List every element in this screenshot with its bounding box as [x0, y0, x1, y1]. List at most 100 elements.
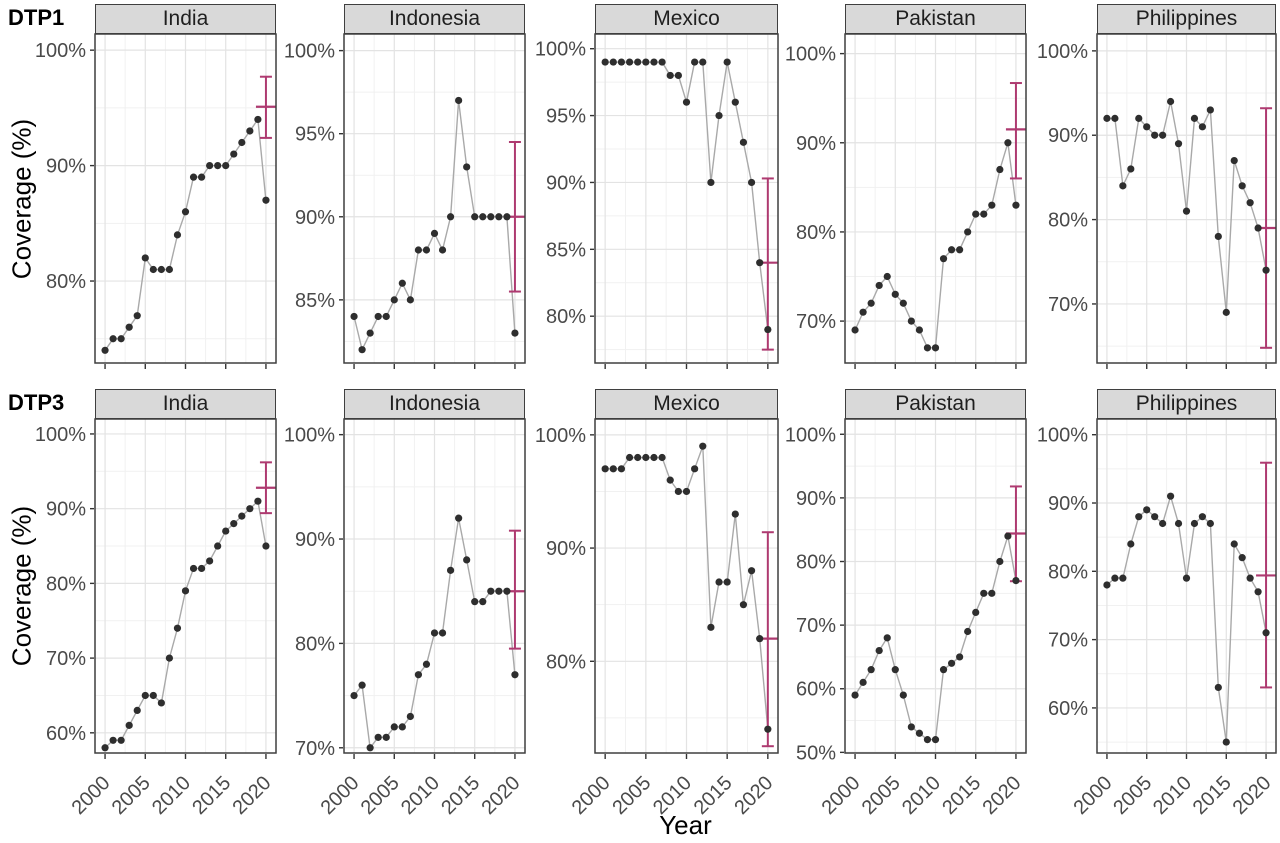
facet-title: Pakistan: [895, 392, 976, 415]
y-tick-label: 80%: [295, 633, 335, 655]
x-tick-label: 2020: [730, 772, 777, 819]
gridlines: [845, 419, 1026, 753]
y-tick-label: 90%: [546, 538, 586, 560]
data-points: [101, 115, 270, 354]
y-tick-label: 90%: [295, 529, 335, 551]
row-label-dtp1: DTP1: [8, 5, 65, 30]
facet-dtp1-indonesia: 100% 95% 90% 85%: [284, 33, 526, 369]
gridlines: [344, 419, 525, 753]
facet-header-pakistan: Pakistan: [845, 4, 1026, 34]
facet-header-pakistan: Pakistan: [845, 389, 1026, 419]
y-axis-ticks: 100% 90% 80% 70% 60% 50%: [785, 424, 844, 764]
y-tick-label: 100%: [785, 424, 836, 446]
gridlines: [1097, 419, 1276, 753]
y-tick-label: 90%: [796, 133, 836, 155]
facet-title: India: [162, 392, 209, 415]
panel-border: [343, 418, 526, 754]
x-axis-ticks: [604, 364, 769, 369]
panel-border: [343, 33, 526, 364]
y-tick-label: 100%: [785, 44, 836, 66]
facet-dtp1-mexico: 100% 95% 90% 85% 80%: [535, 33, 779, 369]
panel-border: [1096, 418, 1277, 754]
panel-border: [94, 33, 277, 364]
gridlines: [595, 34, 778, 363]
facet-header-mexico: Mexico: [595, 4, 778, 34]
x-tick-label: 2000: [68, 772, 115, 819]
gridlines: [845, 34, 1026, 363]
y-tick-label: 80%: [46, 271, 86, 293]
y-axis-ticks: 100% 90% 80%: [535, 425, 594, 673]
y-tick-label: 100%: [35, 40, 86, 62]
data-points: [101, 497, 270, 752]
facet-title: India: [162, 7, 209, 30]
x-axis-ticks: [104, 364, 267, 369]
facet-title: Indonesia: [388, 7, 481, 30]
x-axis-ticks: [353, 364, 516, 369]
facet-header-indonesia: Indonesia: [344, 389, 525, 419]
data-points: [350, 96, 519, 354]
facet-dtp1-philippines: 100% 90% 80% 70%: [1037, 33, 1277, 369]
x-tick-label: 2015: [437, 772, 484, 819]
x-tick-label: 2000: [1069, 772, 1116, 819]
facet-header-philippines: Philippines: [1097, 389, 1276, 419]
y-tick-label: 100%: [284, 425, 335, 447]
x-tick-label: 2015: [188, 772, 235, 819]
x-tick-label: 2020: [477, 772, 524, 819]
facet-header-mexico: Mexico: [595, 389, 778, 419]
panel-border: [94, 418, 277, 754]
y-axis-ticks: 100% 95% 90% 85% 80%: [535, 39, 594, 328]
x-tick-label: 2005: [608, 772, 655, 819]
x-tick-label: 2020: [1229, 772, 1276, 819]
y-tick-label: 90%: [1048, 493, 1088, 515]
y-axis-ticks: 100% 90% 80% 70% 60%: [1037, 425, 1096, 720]
facet-title: Indonesia: [388, 392, 481, 415]
y-tick-label: 100%: [1037, 41, 1088, 63]
x-tick-label: 2000: [568, 772, 615, 819]
y-axis-ticks: 100% 90% 80% 70%: [785, 44, 844, 333]
y-axis-ticks: 100% 90% 80% 70%: [1037, 41, 1096, 316]
y-tick-label: 70%: [295, 738, 335, 760]
facet-title: Mexico: [653, 392, 720, 415]
x-tick-label: 2015: [938, 772, 985, 819]
y-axis-ticks: 100% 90% 80% 70% 60%: [35, 424, 94, 745]
data-points: [601, 442, 772, 733]
panel-border: [844, 33, 1027, 364]
y-tick-label: 85%: [295, 290, 335, 312]
data-points: [601, 58, 772, 334]
y-tick-label: 90%: [1048, 125, 1088, 147]
y-tick-label: 70%: [1048, 630, 1088, 652]
x-tick-label: 2010: [397, 772, 444, 819]
x-tick-label: 2015: [690, 772, 737, 819]
y-tick-label: 80%: [546, 651, 586, 673]
gridlines: [95, 419, 276, 753]
y-tick-label: 100%: [535, 425, 586, 447]
facet-title: Philippines: [1135, 392, 1238, 415]
y-axis-ticks: 100% 90% 80%: [35, 40, 94, 293]
error-bar: [255, 75, 276, 139]
facet-header-philippines: Philippines: [1097, 4, 1276, 34]
x-axis-ticks: [854, 364, 1017, 369]
facet-title: Mexico: [653, 7, 720, 30]
y-tick-label: 90%: [295, 207, 335, 229]
panel-border: [1096, 33, 1277, 364]
y-tick-label: 85%: [546, 239, 586, 261]
y-tick-label: 60%: [46, 723, 86, 745]
data-points: [1103, 97, 1270, 316]
y-tick-label: 70%: [796, 311, 836, 333]
x-tick-label: 2000: [818, 772, 865, 819]
row-label-dtp3: DTP3: [8, 390, 65, 415]
panel-border: [594, 33, 779, 364]
y-tick-label: 80%: [546, 306, 586, 328]
y-tick-label: 100%: [35, 424, 86, 446]
x-tick-label: 2005: [108, 772, 155, 819]
